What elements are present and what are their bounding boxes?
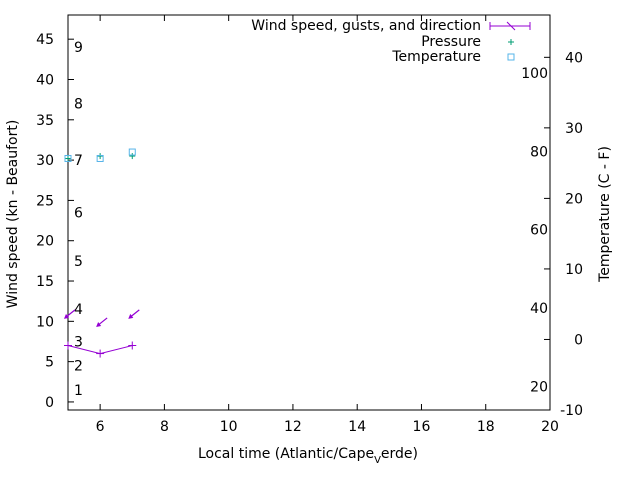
wind-speed-point [128, 341, 137, 350]
x-axis-label-sub: V [374, 455, 381, 466]
pressure-point [65, 155, 71, 162]
wind-direction-arrow [96, 317, 108, 327]
arrow-head [64, 313, 69, 319]
wind-direction-arrow [64, 309, 76, 319]
x-axis-label-end: erde) [381, 446, 418, 462]
y2-axis-label: Temperature (C - F) [597, 146, 613, 283]
y-tick-label: 40 [36, 72, 54, 88]
beaufort-label: 3 [74, 334, 83, 350]
y2-axis-ticks: -10 0 10 20 30 40 [544, 50, 583, 419]
y2-tick-label: -10 [560, 403, 583, 419]
beaufort-scale: 1 2 3 4 5 6 7 8 9 [74, 40, 83, 399]
x-axis-label-main: Local time (Atlantic/Cape [198, 446, 374, 462]
fahrenheit-label: 60 [530, 223, 548, 239]
y-tick-label: 0 [45, 395, 54, 411]
plot-frame [67, 14, 551, 411]
temperature-point [96, 154, 104, 162]
legend-sample-wind-mark [506, 21, 516, 31]
x-axis-ticks: 6 8 10 12 14 16 18 20 [96, 15, 559, 435]
beaufort-label: 6 [74, 206, 83, 222]
y2-tick-label: 10 [565, 262, 583, 278]
y2-tick-label: 20 [565, 191, 583, 207]
beaufort-label: 7 [74, 153, 83, 169]
legend-sample-temperature [507, 53, 515, 61]
temperature-point [128, 148, 136, 156]
legend: Wind speed, gusts, and direction Pressur… [251, 18, 531, 65]
legend-label-temperature: Temperature [391, 49, 481, 65]
fahrenheit-label: 80 [530, 144, 548, 160]
y-tick-label: 15 [36, 274, 54, 290]
y-tick-label: 45 [36, 32, 54, 48]
x-tick-label: 6 [96, 419, 105, 435]
legend-label-pressure: Pressure [421, 34, 481, 50]
x-tick-label: 16 [413, 419, 431, 435]
y2-tick-label: 40 [565, 50, 583, 66]
wind-direction-arrow [128, 309, 140, 319]
y2-tick-label: 0 [574, 332, 583, 348]
beaufort-label: 1 [74, 383, 83, 399]
pressure-point [97, 153, 104, 160]
x-tick-label: 20 [541, 419, 559, 435]
x-tick-label: 8 [160, 419, 169, 435]
beaufort-label: 9 [74, 40, 83, 56]
wind-speed-point [64, 341, 72, 350]
y-axis-ticks: 0 5 10 15 20 25 30 35 40 45 [36, 32, 74, 411]
beaufort-label: 8 [74, 97, 83, 113]
fahrenheit-label: 40 [530, 301, 548, 317]
beaufort-label: 4 [74, 302, 83, 318]
y-tick-label: 30 [36, 153, 54, 169]
y2-tick-label: 30 [565, 121, 583, 137]
y-tick-label: 10 [36, 314, 54, 330]
y-tick-label: 25 [36, 193, 54, 209]
beaufort-label: 2 [74, 359, 83, 375]
legend-label-wind: Wind speed, gusts, and direction [251, 18, 481, 34]
temperature-point [64, 154, 72, 162]
y-axis-label: Wind speed (kn - Beaufort) [5, 120, 21, 309]
arrow-head [96, 321, 102, 327]
fahrenheit-label: 20 [530, 379, 548, 395]
x-axis-label: Local time (Atlantic/CapeVerde) [198, 446, 418, 466]
pressure-point [129, 153, 136, 160]
y-tick-label: 20 [36, 234, 54, 250]
series-layer [64, 148, 140, 358]
fahrenheit-scale: 20 40 60 80 100 [521, 66, 548, 395]
fahrenheit-label: 100 [521, 66, 548, 82]
x-tick-label: 14 [348, 419, 366, 435]
wind-speed-point [96, 349, 105, 358]
y-tick-label: 35 [36, 113, 54, 129]
arrow-head [128, 313, 134, 319]
x-tick-label: 18 [477, 419, 495, 435]
x-tick-label: 10 [220, 419, 238, 435]
beaufort-label: 5 [74, 254, 83, 270]
y-tick-label: 5 [45, 355, 54, 371]
x-tick-label: 12 [284, 419, 302, 435]
